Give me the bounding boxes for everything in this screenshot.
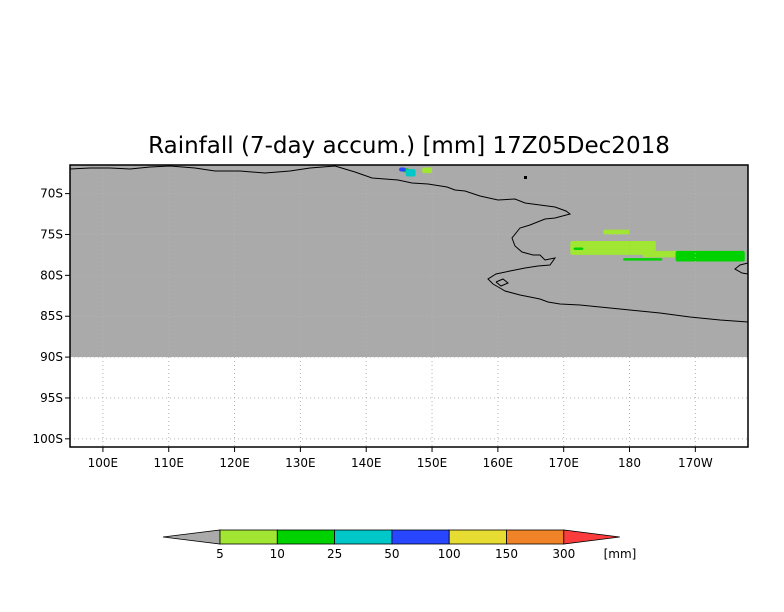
y-axis-ticks: 70S 75S 80S 85S 90S 95S 100S [32, 187, 70, 446]
y-tick-label-70S: 70S [40, 187, 63, 201]
x-tick-label-100E: 100E [88, 456, 119, 470]
colorbar-label-10: 10 [270, 547, 285, 561]
colorbar: 5 10 25 50 100 150 300 [mm] [162, 529, 637, 561]
x-tick-label-170E: 170E [548, 456, 579, 470]
no-data-region [70, 165, 748, 358]
precip-region-7 [675, 250, 745, 262]
y-tick-label-80S: 80S [40, 268, 63, 282]
precip-region-9 [573, 247, 584, 251]
x-tick-label-180: 180 [618, 456, 641, 470]
coastline-east-antarctica [69, 165, 749, 323]
x-tick-label-150E: 150E [417, 456, 448, 470]
map-panel: 100E 110E 120E 130E 140E 150E 160E 170E 180 170W … [32, 164, 749, 470]
precip-region-4 [603, 229, 630, 235]
x-tick-label-170W: 170W [678, 456, 713, 470]
colorbar-segment-3 [391, 529, 450, 545]
coastline [69, 165, 749, 323]
x-tick-label-140E: 140E [351, 456, 382, 470]
y-tick-label-90S: 90S [40, 350, 63, 364]
colorbar-label-25: 25 [327, 547, 342, 561]
colorbar-over-triangle [563, 529, 620, 545]
precip-region-3 [422, 167, 433, 174]
colorbar-segment-4 [448, 529, 507, 545]
precip-region-8 [622, 258, 663, 261]
precip-region-2 [399, 167, 406, 172]
precip-region-5 [570, 241, 656, 255]
colorbar-segment-5 [506, 529, 565, 545]
colorbar-label-150: 150 [495, 547, 518, 561]
coastline-island-balleny [524, 176, 527, 179]
grid-lines [70, 165, 748, 447]
x-tick-label-130E: 130E [285, 456, 316, 470]
x-tick-label-110E: 110E [153, 456, 184, 470]
y-tick-label-75S: 75S [40, 227, 63, 241]
y-tick-label-95S: 95S [40, 391, 63, 405]
coastline-edge-east [734, 262, 749, 275]
colorbar-label-100: 100 [438, 547, 461, 561]
colorbar-under-triangle [162, 529, 221, 545]
colorbar-segment-2 [334, 529, 393, 545]
x-axis-ticks: 100E 110E 120E 130E 140E 150E 160E 170E 180 170W [88, 447, 713, 470]
colorbar-segment-0 [219, 529, 278, 545]
colorbar-label-50: 50 [384, 547, 399, 561]
coastline-ross-island [495, 278, 509, 287]
x-tick-label-120E: 120E [219, 456, 250, 470]
colorbar-label-5: 5 [216, 547, 224, 561]
y-tick-label-100S: 100S [32, 432, 63, 446]
colorbar-units-label: [mm] [604, 547, 637, 561]
x-tick-label-160E: 160E [483, 456, 514, 470]
precip-regions [399, 167, 745, 262]
precip-region-1 [405, 169, 416, 177]
colorbar-segment-1 [276, 529, 335, 545]
map-frame [69, 164, 749, 448]
chart-title: Rainfall (7-day accum.) [mm] 17Z05Dec201… [148, 133, 670, 159]
y-tick-label-85S: 85S [40, 309, 63, 323]
colorbar-label-300: 300 [552, 547, 575, 561]
